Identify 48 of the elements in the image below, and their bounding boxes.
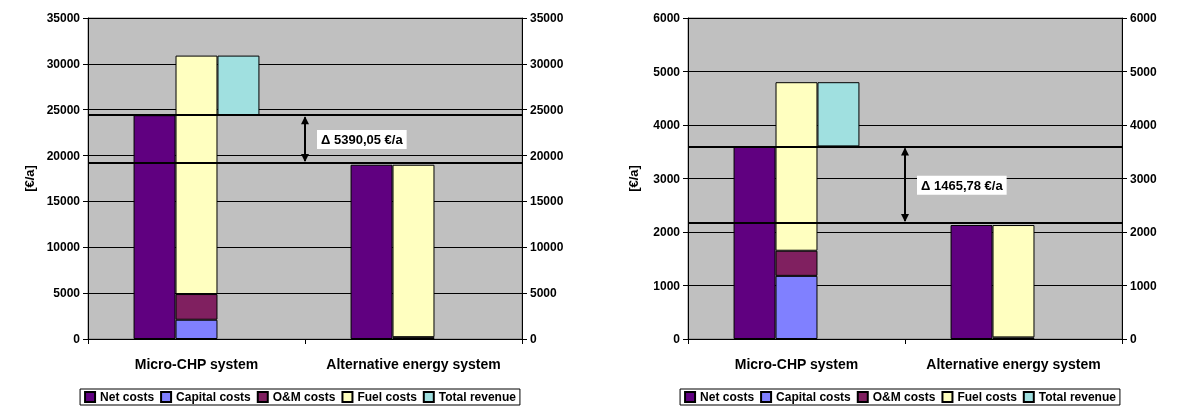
x-tick-label: Alternative energy system: [326, 356, 501, 372]
y-tick-label: 6000: [653, 11, 681, 25]
y2-tick-label: 30000: [530, 56, 564, 71]
y2-tick-label: 0: [1130, 332, 1137, 346]
legend-label: Total revenue: [1038, 390, 1117, 404]
y-tick-label: 5000: [653, 64, 681, 79]
y2-tick-label: 35000: [530, 11, 564, 25]
legend-label: Fuel costs: [357, 390, 418, 404]
annotation: Δ 1465,78 €/a: [921, 177, 1004, 193]
y2-tick-label: 5000: [530, 286, 558, 301]
y-tick-label: 30000: [46, 56, 81, 71]
legend-label: Capital costs: [176, 390, 252, 404]
legend-label: Net costs: [100, 390, 155, 404]
legend-label: Total revenue: [438, 390, 517, 404]
y2-tick-label: 1000: [1130, 278, 1158, 293]
y-axis-title: [€/a]: [21, 165, 37, 192]
y-tick-label: 5000: [53, 286, 81, 301]
legend-label: O&M costs: [872, 390, 936, 404]
legend-label: O&M costs: [272, 390, 336, 404]
y2-tick-label: 4000: [1130, 118, 1158, 132]
y-axis-title: [€/a]: [626, 165, 641, 192]
y-tick-label: 3000: [653, 171, 681, 186]
y2-tick-label: 20000: [530, 148, 564, 163]
y-tick-label: 2000: [653, 225, 681, 239]
y-tick-label: 15000: [46, 194, 81, 209]
x-tick-label: Micro-CHP system: [134, 356, 259, 372]
y-tick-label: 35000: [46, 11, 81, 25]
legend-label: Net costs: [700, 390, 755, 404]
annotation: Δ 5390,05 €/a: [321, 132, 404, 148]
y-tick-label: 0: [673, 332, 681, 346]
y2-tick-label: 0: [530, 332, 537, 346]
y2-tick-label: 25000: [530, 102, 564, 117]
y2-tick-label: 6000: [1130, 11, 1158, 25]
y2-tick-label: 15000: [530, 194, 564, 209]
y-tick-label: 20000: [46, 148, 81, 163]
y2-tick-label: 3000: [1130, 171, 1158, 186]
y-tick-label: 4000: [653, 118, 681, 132]
y-tick-label: 25000: [46, 102, 81, 117]
y2-tick-label: 5000: [1130, 64, 1158, 79]
y2-tick-label: 10000: [530, 240, 564, 255]
y-tick-label: 10000: [46, 240, 81, 255]
y-tick-label: 0: [73, 332, 81, 346]
y2-tick-label: 2000: [1130, 225, 1158, 239]
legend-label: Capital costs: [776, 390, 852, 404]
x-tick-label: Alternative energy system: [926, 356, 1101, 372]
x-tick-label: Micro-CHP system: [734, 356, 859, 372]
y-tick-label: 1000: [653, 278, 681, 293]
legend-label: Fuel costs: [957, 390, 1018, 404]
